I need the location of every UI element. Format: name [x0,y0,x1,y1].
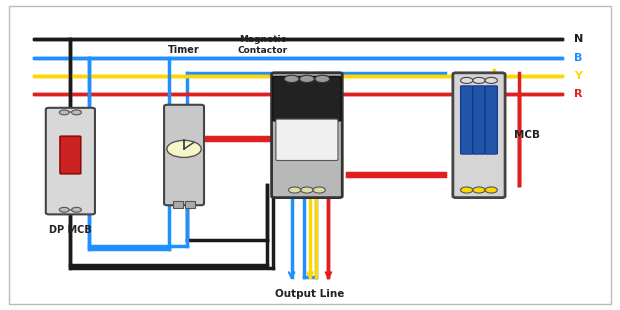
Text: Output Line: Output Line [275,289,345,299]
FancyBboxPatch shape [473,86,485,154]
FancyBboxPatch shape [276,119,338,161]
Text: B: B [574,53,583,63]
FancyBboxPatch shape [60,136,81,174]
Circle shape [71,207,81,212]
FancyBboxPatch shape [185,201,195,208]
FancyBboxPatch shape [173,201,183,208]
Circle shape [71,110,81,115]
Circle shape [473,187,485,193]
Circle shape [167,140,202,157]
FancyBboxPatch shape [485,86,497,154]
Text: MCB: MCB [515,130,540,140]
FancyBboxPatch shape [46,108,95,215]
Circle shape [313,187,326,193]
Circle shape [301,187,313,193]
Text: Y: Y [574,71,582,81]
Text: Timer: Timer [168,45,200,55]
Circle shape [461,187,473,193]
FancyBboxPatch shape [453,73,505,197]
Text: R: R [574,89,583,99]
Circle shape [485,78,497,83]
FancyBboxPatch shape [461,86,473,154]
Circle shape [473,78,485,83]
Circle shape [315,75,330,82]
FancyBboxPatch shape [273,77,341,121]
Text: N: N [574,34,583,44]
Circle shape [299,75,314,82]
Circle shape [485,187,497,193]
Text: DP MCB: DP MCB [49,225,92,235]
Circle shape [461,78,473,83]
FancyBboxPatch shape [272,73,342,197]
Text: Magnetic
Contactor: Magnetic Contactor [237,35,288,55]
Circle shape [288,187,301,193]
Circle shape [60,207,69,212]
Circle shape [60,110,69,115]
Circle shape [284,75,299,82]
FancyBboxPatch shape [164,105,204,205]
